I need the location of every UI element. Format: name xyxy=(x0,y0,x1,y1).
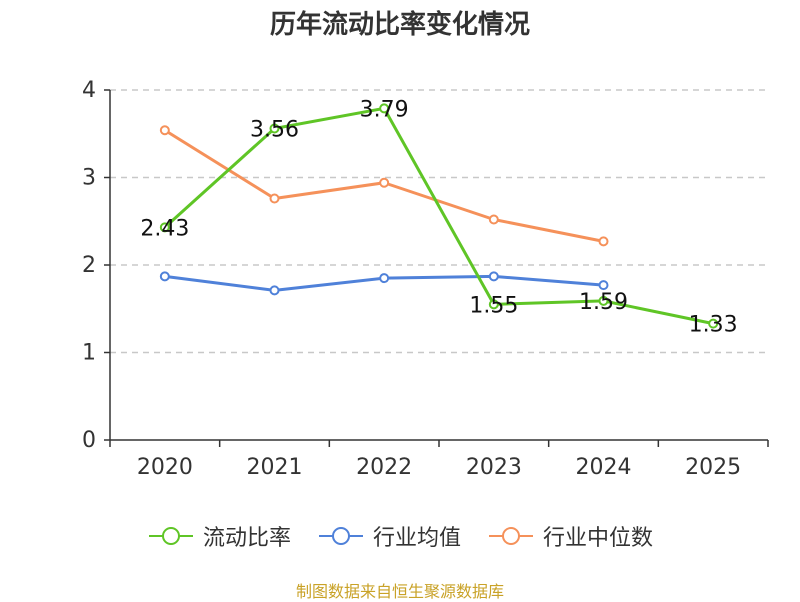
legend: 流动比率 行业均值 行业中位数 xyxy=(0,518,800,554)
legend-marker-current-ratio-icon xyxy=(148,527,193,545)
legend-label: 行业均值 xyxy=(372,526,461,551)
data-point-s0-2021 xyxy=(269,123,280,134)
data-label-2022: 3.79 xyxy=(360,97,409,122)
y-tick-label-2: 2 xyxy=(82,253,96,278)
data-point-s1-2021 xyxy=(269,285,280,296)
source-note: 制图数据来自恒生聚源数据库 xyxy=(295,582,504,601)
data-label-2024: 1.59 xyxy=(579,290,628,315)
x-tick-label-2024: 2024 xyxy=(576,455,632,480)
data-point-s2-2021 xyxy=(269,193,280,204)
y-tick-label-4: 4 xyxy=(82,78,96,103)
data-label-2023: 1.55 xyxy=(469,293,518,318)
data-point-s1-2024 xyxy=(598,280,609,291)
legend-item-current-ratio[interactable]: 流动比率 xyxy=(147,520,291,552)
x-tick-label-2020: 2020 xyxy=(137,455,193,480)
x-tick-label-2023: 2023 xyxy=(466,455,522,480)
data-point-s2-2024 xyxy=(598,236,609,247)
data-label-2025: 1.33 xyxy=(689,313,738,338)
y-tick-label-3: 3 xyxy=(82,166,96,191)
data-point-s2-2023 xyxy=(488,214,499,225)
series-line-0 xyxy=(163,106,714,326)
legend-marker-industry-mean-icon xyxy=(318,527,363,545)
legend-item-industry-median[interactable]: 行业中位数 xyxy=(487,520,653,552)
series-layer xyxy=(159,103,719,329)
y-tick-label-1: 1 xyxy=(82,341,96,366)
data-point-s1-2020 xyxy=(159,271,170,282)
legend-label: 行业中位数 xyxy=(543,526,654,551)
data-label-2020: 2.43 xyxy=(140,216,189,241)
legend-marker-industry-median-icon xyxy=(489,527,533,545)
data-point-s2-2022 xyxy=(379,177,390,188)
label-layer: 2.43 3.56 3.79 1.55 1.59 1.33 xyxy=(140,97,737,337)
legend-item-industry-mean[interactable]: 行业均值 xyxy=(317,520,461,552)
data-label-2021: 3.56 xyxy=(250,118,299,143)
data-point-s0-2024 xyxy=(598,295,609,306)
data-point-s0-2022 xyxy=(379,103,390,114)
x-tick-label-2025: 2025 xyxy=(685,455,741,480)
legend-label: 流动比率 xyxy=(202,526,291,551)
y-tick-label-0: 0 xyxy=(82,428,96,453)
x-tick-label-2022: 2022 xyxy=(356,455,412,480)
axis-layer: 0 1 2 3 4 2020 2021 2022 2023 2024 2025 xyxy=(82,78,769,480)
x-tick-label-2021: 2021 xyxy=(247,455,303,480)
data-point-s0-2025 xyxy=(708,318,719,329)
data-point-s0-2023 xyxy=(488,299,499,310)
data-point-s1-2023 xyxy=(488,271,499,282)
data-point-s0-2020 xyxy=(159,222,170,233)
chart-title: 历年流动比率变化情况 xyxy=(269,10,530,40)
data-point-s1-2022 xyxy=(379,273,390,284)
data-point-s2-2020 xyxy=(159,125,170,136)
